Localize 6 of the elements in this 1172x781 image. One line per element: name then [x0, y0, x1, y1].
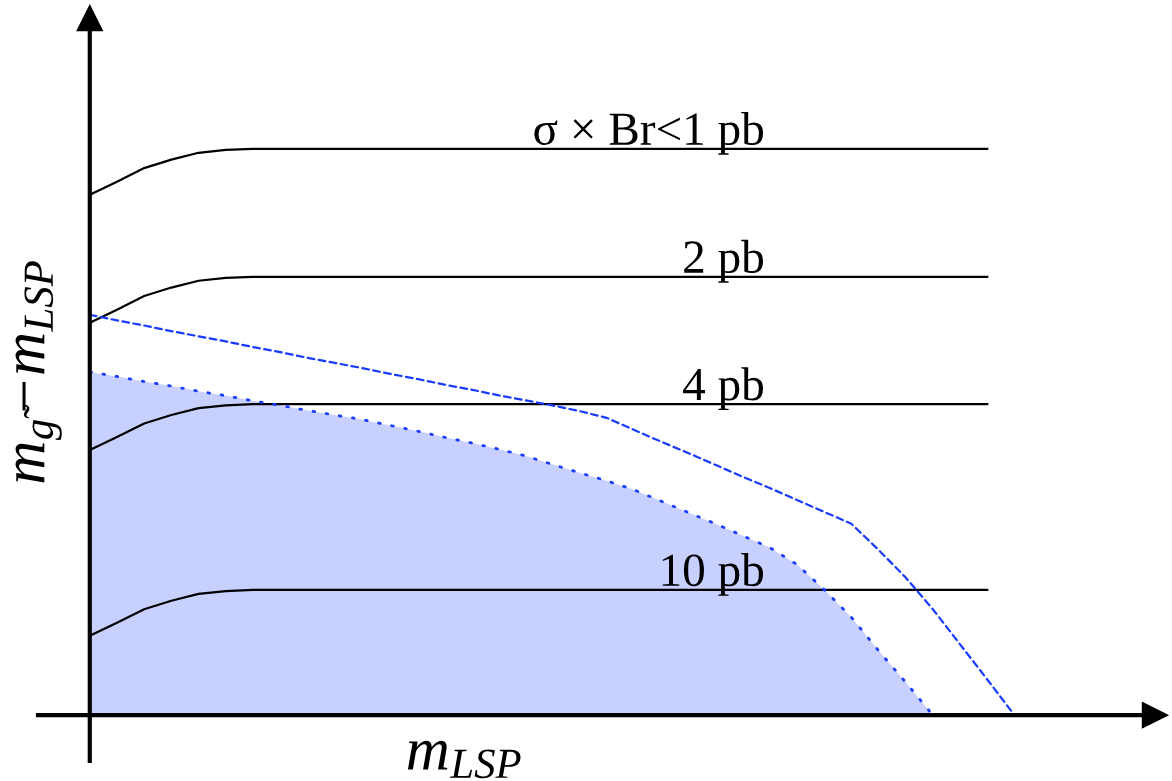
x-axis-title: m$_{LSP}$ — [407, 740, 521, 779]
annotation: σ × Br<1 pb — [534, 111, 763, 155]
annotation: 10 pb — [662, 553, 763, 596]
annotation: 4 pb — [683, 367, 763, 411]
y-axis-title: m$_{g̃}$−m$_{LSP}$ — [15, 261, 62, 483]
annotation: 2 pb — [684, 239, 763, 283]
